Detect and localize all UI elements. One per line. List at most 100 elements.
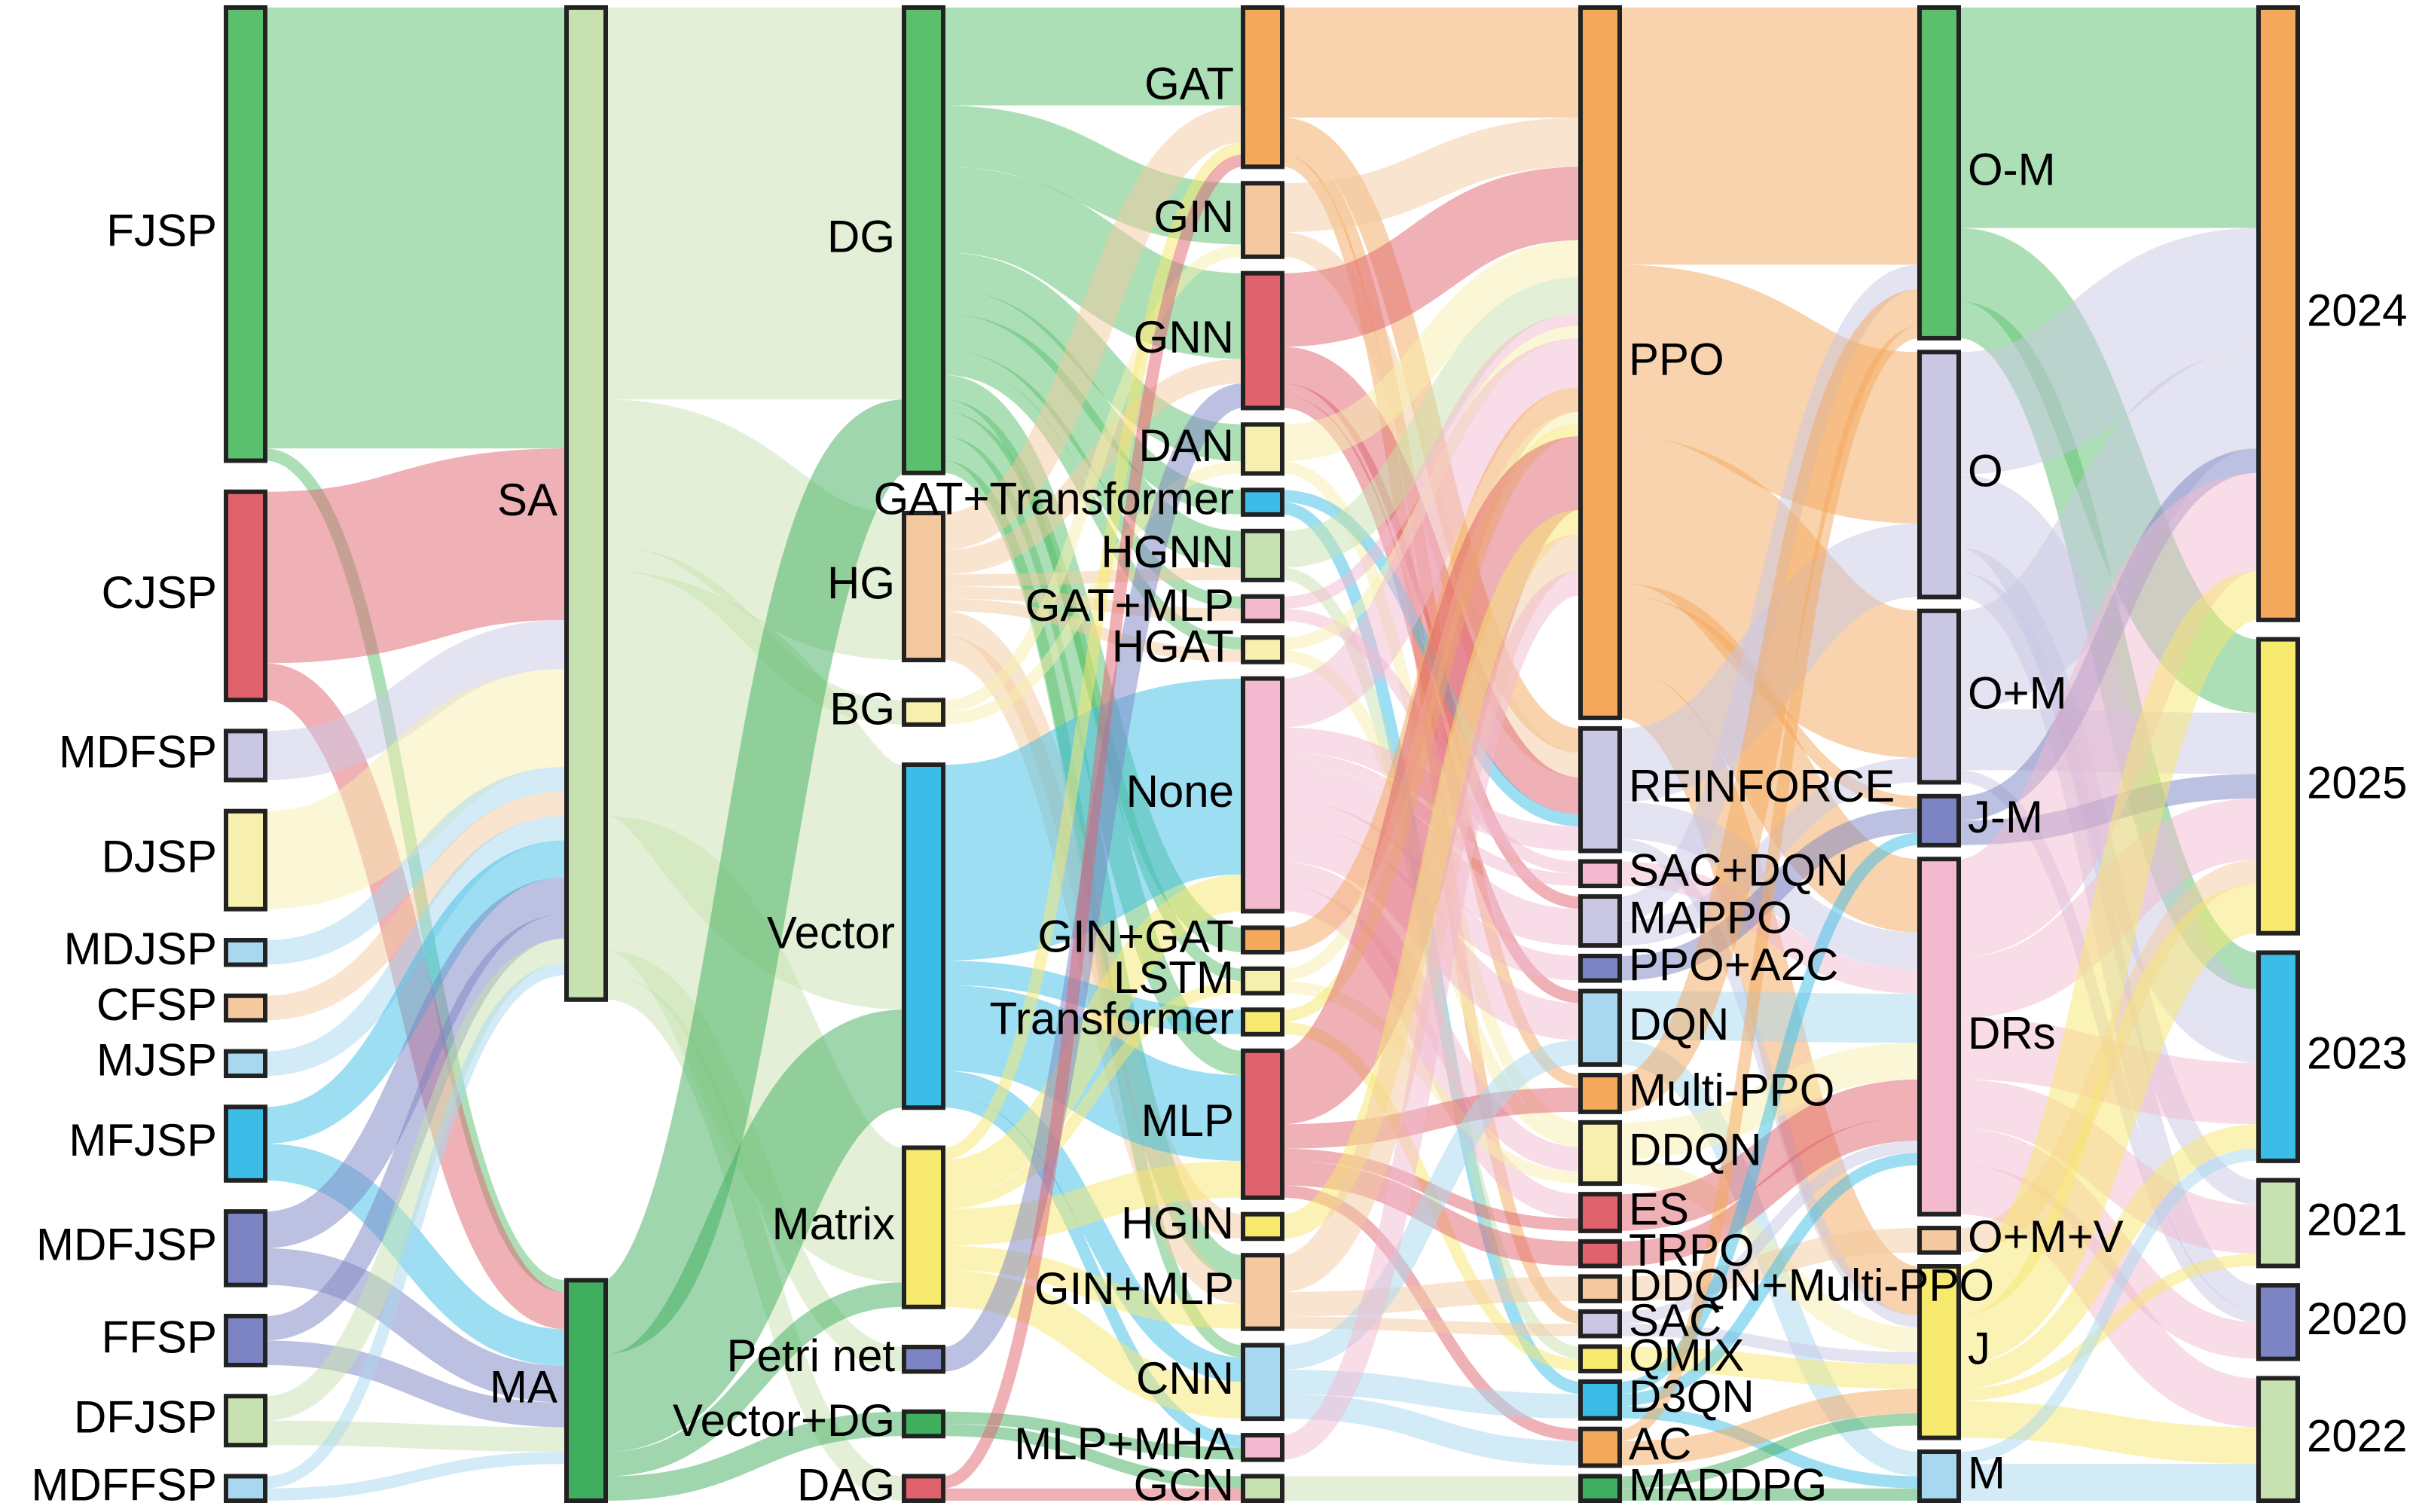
link-Matrix-to-GINMLP bbox=[942, 1245, 1244, 1329]
node-label-Y2025: 2025 bbox=[2307, 758, 2407, 808]
link-MDFFSP-to-MA bbox=[264, 1451, 567, 1501]
link-MA-to-VectorDG bbox=[605, 1411, 905, 1501]
node-label-AC: AC bbox=[1629, 1419, 1691, 1469]
node-None bbox=[1241, 676, 1284, 914]
node-D3QN bbox=[1578, 1379, 1622, 1421]
node-DFJSP bbox=[224, 1394, 267, 1448]
node-CFSP bbox=[224, 993, 267, 1023]
link-J-to-Y2022 bbox=[1958, 1401, 2259, 1465]
node-label-CJSP: CJSP bbox=[102, 567, 217, 618]
node-Y2025 bbox=[2256, 637, 2300, 936]
node-label-GINMLP: GIN+MLP bbox=[1034, 1263, 1234, 1314]
link-MADDPG-to-J bbox=[1619, 1413, 1920, 1489]
node-label-MDFFSP: MDFFSP bbox=[31, 1460, 217, 1510]
node-label-PPOA2C: PPO+A2C bbox=[1629, 939, 1838, 990]
node-label-MDFJSP: MDFJSP bbox=[36, 1220, 217, 1270]
link-MDFSP-to-SA bbox=[264, 619, 567, 780]
link-DG-to-HGNN bbox=[942, 313, 1244, 568]
link-J-to-Y2025 bbox=[1956, 884, 2261, 1365]
node-label-Y2021: 2021 bbox=[2307, 1194, 2407, 1245]
link-CFSP-to-SA bbox=[264, 791, 567, 1021]
link-GINMLP-to-SAC bbox=[1281, 1316, 1581, 1336]
link-DG-to-GNN bbox=[942, 166, 1245, 359]
node-GINGAT bbox=[1241, 925, 1284, 955]
link-HG-to-GAT bbox=[942, 105, 1245, 550]
link-MFJSP-to-MA bbox=[264, 1144, 567, 1367]
node-label-DDQN: DDQN bbox=[1629, 1124, 1762, 1174]
node-OMV bbox=[1917, 1226, 1961, 1255]
link-None-to-PPO bbox=[1281, 338, 1582, 728]
node-O bbox=[1917, 350, 1961, 600]
node-label-SAC: SAC bbox=[1629, 1295, 1721, 1346]
link-BG-to-GIN bbox=[942, 244, 1244, 713]
node-label-DQN: DQN bbox=[1629, 999, 1729, 1049]
node-GIN bbox=[1241, 181, 1284, 259]
link-Matrix-to-GAT bbox=[942, 142, 1244, 1160]
node-label-PPO: PPO bbox=[1629, 334, 1724, 384]
node-Petri bbox=[902, 1345, 945, 1374]
node-MLP bbox=[1241, 1048, 1284, 1200]
node-label-GATT: GAT+Transformer bbox=[874, 473, 1234, 524]
node-GAT bbox=[1241, 5, 1284, 170]
node-label-LSTM: LSTM bbox=[1113, 952, 1234, 1003]
link-BG-to-DAN bbox=[942, 461, 1244, 725]
node-ES bbox=[1578, 1192, 1622, 1233]
link-MAPPO-to-OM bbox=[1618, 264, 1921, 921]
node-HG bbox=[902, 510, 945, 663]
node-PPO bbox=[1578, 5, 1622, 720]
node-OpM bbox=[1917, 608, 1961, 785]
link-CNN-to-DQN bbox=[1281, 1040, 1581, 1370]
link-GINMLP-to-DDQNMPPO bbox=[1281, 1276, 1581, 1317]
node-SA bbox=[564, 5, 608, 1002]
node-Vector bbox=[902, 762, 945, 1110]
node-label-J: J bbox=[1968, 1324, 1990, 1374]
node-label-DAG: DAG bbox=[797, 1460, 895, 1510]
node-MDFFSP bbox=[224, 1474, 267, 1503]
node-label-Y2023: 2023 bbox=[2307, 1028, 2407, 1079]
node-DAN bbox=[1241, 422, 1284, 476]
link-MLPMHA-to-PPO bbox=[1281, 570, 1582, 1460]
node-label-Petri: Petri net bbox=[727, 1330, 896, 1381]
link-J-to-Y2023 bbox=[1958, 1124, 2259, 1389]
node-Matrix bbox=[902, 1145, 945, 1309]
node-label-JM: J-M bbox=[1968, 792, 2043, 842]
link-VectorDG-to-GCN bbox=[942, 1424, 1244, 1489]
link-MA-to-Matrix bbox=[605, 1282, 905, 1477]
node-GCN bbox=[1241, 1474, 1284, 1503]
node-label-None: None bbox=[1126, 766, 1234, 817]
node-MultiPPO bbox=[1578, 1073, 1622, 1114]
node-MLPMHA bbox=[1241, 1433, 1284, 1462]
link-MA-to-Vector bbox=[602, 1010, 908, 1452]
link-GATMLP-to-PPO bbox=[1281, 313, 1581, 609]
node-label-Matrix: Matrix bbox=[772, 1199, 895, 1249]
link-DRs-to-Y2024 bbox=[1954, 472, 2263, 958]
nodes-layer bbox=[224, 5, 2300, 1504]
node-label-MultiPPO: Multi-PPO bbox=[1629, 1065, 1834, 1115]
node-label-DRs: DRs bbox=[1968, 1008, 2056, 1058]
node-label-DDQNMPPO: DDQN+Multi-PPO bbox=[1629, 1260, 1994, 1311]
node-label-GAT: GAT bbox=[1144, 59, 1234, 109]
node-MADDPG bbox=[1578, 1474, 1622, 1503]
node-FJSP bbox=[224, 5, 267, 463]
node-DG bbox=[902, 5, 945, 475]
node-label-SA: SA bbox=[497, 475, 557, 525]
node-label-MJSP: MJSP bbox=[96, 1035, 217, 1086]
link-MultiPPO-to-OM bbox=[1617, 289, 1922, 1112]
link-OpM-to-Y2024 bbox=[1956, 350, 2262, 709]
node-Y2021 bbox=[2256, 1178, 2300, 1269]
node-label-M: M bbox=[1968, 1447, 2005, 1498]
link-AC-to-J bbox=[1619, 1388, 1920, 1466]
node-label-SACDQN: SAC+DQN bbox=[1629, 845, 1849, 896]
node-label-Vector: Vector bbox=[767, 907, 895, 958]
link-MA-to-DG bbox=[600, 399, 909, 1354]
links-layer bbox=[263, 7, 2263, 1501]
node-label-CNN: CNN bbox=[1136, 1353, 1234, 1404]
node-MFJSP bbox=[224, 1104, 267, 1183]
node-GATMLP bbox=[1241, 594, 1284, 624]
link-M-to-Y2023 bbox=[1958, 1148, 2259, 1465]
node-OM bbox=[1917, 5, 1961, 341]
link-MDFJSP-to-SA bbox=[264, 877, 568, 1248]
link-Matrix-to-MLP bbox=[942, 1161, 1244, 1246]
node-label-MDJSP: MDJSP bbox=[64, 924, 217, 974]
link-DG-to-GATT bbox=[942, 289, 1244, 515]
